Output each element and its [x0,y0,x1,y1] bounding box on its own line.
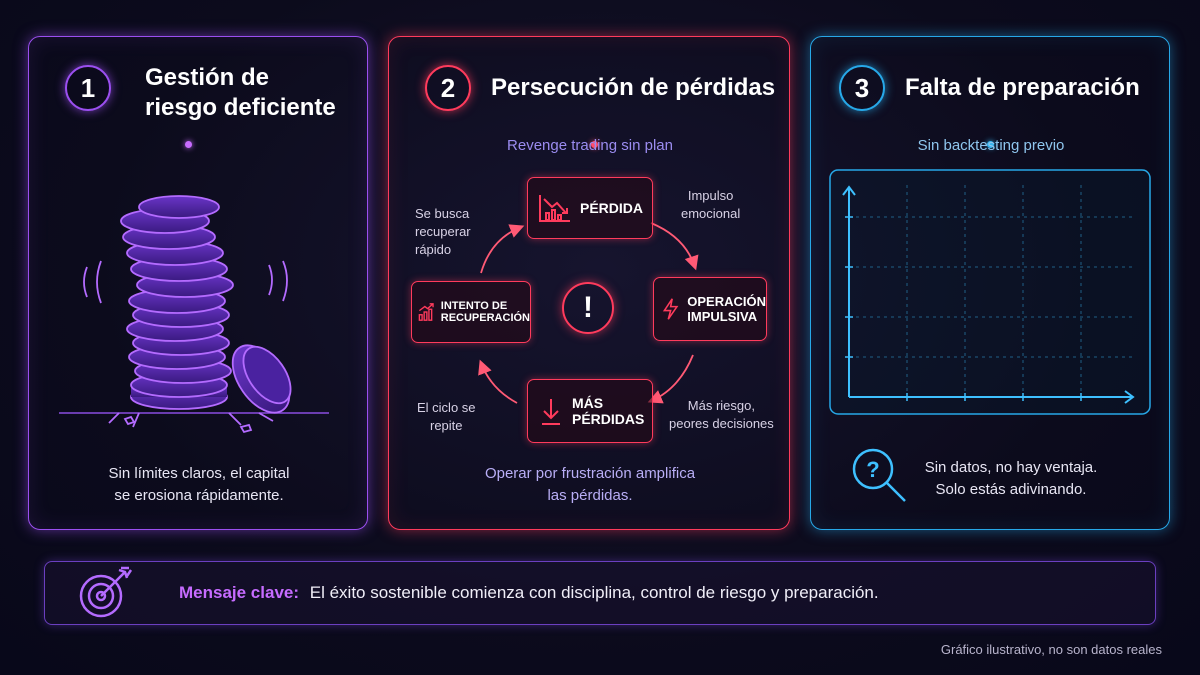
cycle-step-label: PÉRDIDA [580,200,644,216]
target-arrow-icon [79,566,133,618]
panel-caption: Operar por frustración amplifica las pér… [484,465,696,504]
arrow-down-icon [542,399,560,425]
step-number-2: 2 [425,65,471,111]
svg-text:?: ? [866,457,879,482]
magnifier-question-icon: ? [852,448,906,502]
panel-title: Falta de preparación [905,74,1140,101]
cycle-step-label: INTENTO DE [440,300,508,312]
cycle-note-recover: Se busca recuperar rápido [415,206,471,257]
exclamation-icon: ! [562,282,614,334]
chart-up-icon [418,303,434,321]
panel-subtitle: Sin backtesting previo [917,137,1065,154]
panel-title: Persecución de pérdidas [491,74,776,101]
empty-chart [829,169,1151,415]
panel-subtitle: Revenge trading sin plan [507,137,673,154]
footnote: Gráfico ilustrativo, no son datos reales [940,642,1162,657]
cycle-step-label: IMPULSIVA [687,309,758,324]
cycle-note-impulse: Impulso emocional [681,188,741,221]
cycle-step-more-losses: MÁS PÉRDIDAS [527,379,653,443]
panel-caption: Sin límites claros, el capital se erosio… [108,465,290,504]
cycle-arrows [478,222,699,404]
panel-lack-of-preparation: 3 Falta de preparación Sin backtesting p… [810,36,1170,530]
accent-dot [591,141,598,148]
cycle-step-recovery-attempt: INTENTO DE RECUPERACIÓN [411,281,531,343]
chart-down-icon [539,195,570,222]
panel-risk-management: 1 Gestión de riesgo deficiente [28,36,368,530]
cycle-note-repeat: El ciclo se repite [417,400,476,433]
cycle-step-impulsive-trade: OPERACIÓN IMPULSIVA [653,277,767,341]
panel-caption: Sin datos, no hay ventaja. Solo estás ad… [924,459,1098,498]
cycle-step-label: OPERACIÓN [687,294,766,309]
banner-label: Mensaje clave: [179,583,300,602]
panel-title: Gestión de riesgo deficiente [145,64,336,121]
step-number-1: 1 [65,65,111,111]
panel-loss-chasing: 2 Persecución de pérdidas Revenge tradin… [388,36,790,530]
lightning-icon [662,298,679,320]
cycle-step-label: MÁS [572,395,604,411]
cycle-step-label: RECUPERACIÓN [440,312,530,324]
cycle-step-loss: PÉRDIDA [527,177,653,239]
key-message-banner: Mensaje clave: El éxito sostenible comie… [44,561,1156,625]
banner-text: El éxito sostenible comienza con discipl… [309,583,879,602]
step-number-3: 3 [839,65,885,111]
coin-stack-icon [59,195,329,434]
cycle-note-risk: Más riesgo, peores decisiones [669,398,774,431]
cycle-step-label: PÉRDIDAS [572,411,645,427]
accent-dot [185,141,192,148]
accent-dot [987,141,994,148]
